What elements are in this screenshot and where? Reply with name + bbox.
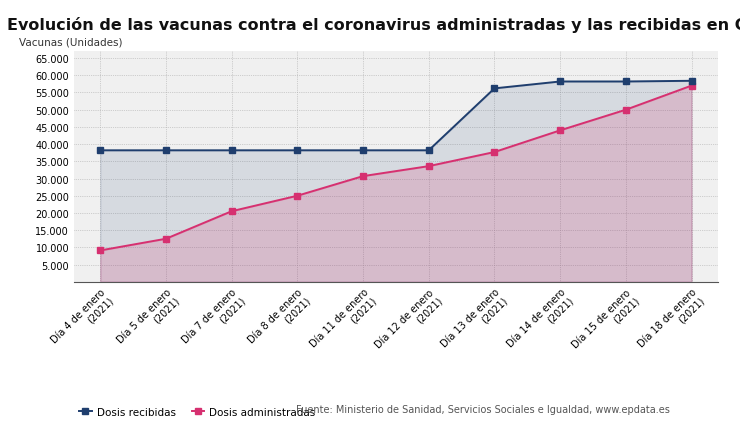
Dosis administradas xyxy=(622,108,630,113)
Text: Evolución de las vacunas contra el coronavirus administradas y las recibidas en : Evolución de las vacunas contra el coron… xyxy=(7,17,740,33)
Dosis recibidas xyxy=(556,80,565,85)
Dosis administradas xyxy=(687,84,696,89)
Legend: Dosis recibidas, Dosis administradas: Dosis recibidas, Dosis administradas xyxy=(79,407,315,417)
Dosis recibidas xyxy=(424,148,433,154)
Line: Dosis administradas: Dosis administradas xyxy=(98,84,694,253)
Dosis administradas xyxy=(490,150,499,155)
Dosis administradas xyxy=(227,209,236,214)
Text: Vacunas (Unidades): Vacunas (Unidades) xyxy=(19,37,123,47)
Text: Fuente: Ministerio de Sanidad, Servicios Sociales e Igualdad, www.epdata.es: Fuente: Ministerio de Sanidad, Servicios… xyxy=(296,404,670,414)
Line: Dosis recibidas: Dosis recibidas xyxy=(98,79,694,154)
Dosis recibidas xyxy=(490,86,499,92)
Dosis recibidas xyxy=(622,80,630,85)
Dosis recibidas xyxy=(687,79,696,84)
Dosis recibidas xyxy=(359,148,368,154)
Dosis recibidas xyxy=(96,148,105,154)
Dosis administradas xyxy=(424,164,433,169)
Dosis recibidas xyxy=(293,148,302,154)
Dosis administradas xyxy=(359,174,368,179)
Dosis administradas xyxy=(96,248,105,253)
Dosis administradas xyxy=(556,128,565,134)
Dosis recibidas xyxy=(227,148,236,154)
Dosis administradas xyxy=(161,237,170,242)
Dosis recibidas xyxy=(161,148,170,154)
Dosis administradas xyxy=(293,194,302,199)
